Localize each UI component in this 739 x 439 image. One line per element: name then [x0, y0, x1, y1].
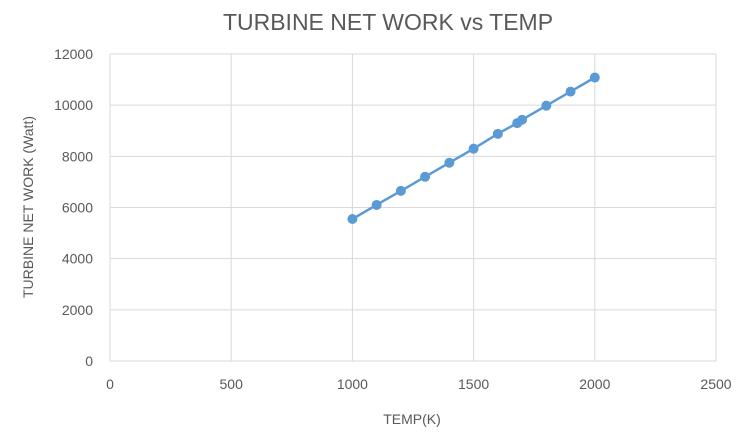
data-point [541, 100, 552, 111]
x-tick-label: 0 [106, 376, 114, 392]
y-tick-label: 4000 [62, 251, 93, 267]
data-point [371, 199, 382, 210]
y-tick-label: 2000 [62, 302, 93, 318]
series-layer [347, 72, 600, 225]
data-point [492, 128, 503, 139]
y-tick-label: 0 [85, 353, 93, 369]
y-tick-label: 12000 [54, 46, 93, 62]
data-point [468, 143, 479, 154]
data-point [420, 171, 431, 182]
data-point [517, 114, 528, 125]
data-point [395, 185, 406, 196]
y-tick-label: 8000 [62, 148, 93, 164]
chart-title: TURBINE NET WORK vs TEMP [223, 9, 553, 35]
y-tick-label: 10000 [54, 97, 93, 113]
x-tick-label: 1000 [337, 376, 368, 392]
y-axis-label: TURBINE NET WORK (Watt) [20, 116, 36, 298]
data-point [565, 86, 576, 97]
data-point [347, 214, 358, 225]
grid-layer [109, 53, 717, 362]
y-tick-labels: 0 2000 4000 6000 8000 10000 12000 [54, 46, 93, 369]
data-point [589, 72, 600, 83]
x-tick-label: 500 [220, 376, 244, 392]
y-tick-label: 6000 [62, 200, 93, 216]
x-tick-label: 1500 [458, 376, 489, 392]
x-tick-label: 2000 [579, 376, 610, 392]
x-tick-labels: 0 500 1000 1500 2000 2500 [106, 376, 732, 392]
x-axis-label: TEMP(K) [383, 411, 441, 427]
x-tick-label: 2500 [700, 376, 731, 392]
data-point [444, 157, 455, 168]
